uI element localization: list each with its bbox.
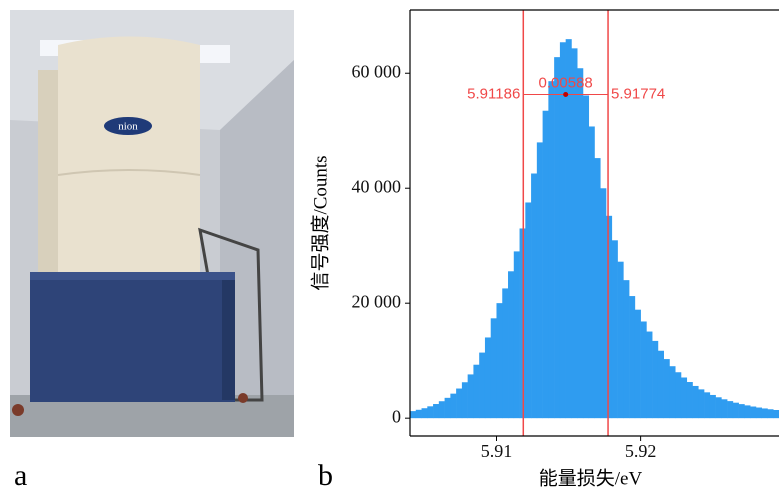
bar [721, 399, 728, 419]
bar [611, 240, 618, 419]
bar [410, 411, 417, 419]
side-wall [220, 60, 294, 410]
bar [508, 271, 515, 419]
fwhm-left-label: 5.91186 [467, 85, 520, 102]
wheel [238, 393, 248, 403]
bar [750, 406, 757, 419]
bar [531, 173, 538, 419]
bar [582, 95, 590, 419]
logo-badge [104, 117, 152, 135]
x-axis-title: 能量损失/eV [539, 467, 643, 489]
fwhm-width-label: 0.00588 [539, 74, 593, 91]
bar [461, 382, 468, 419]
bar [773, 410, 779, 419]
bar [623, 280, 630, 419]
bar [588, 126, 595, 419]
logo-text: nion [118, 121, 138, 133]
bar [686, 382, 693, 419]
bar [629, 296, 636, 419]
bar [559, 42, 566, 419]
cabinet-top [30, 272, 235, 280]
bar [657, 350, 664, 419]
bar [456, 388, 463, 419]
fwhm-right-label: 5.91774 [611, 85, 665, 102]
bar [421, 408, 428, 419]
bar [513, 251, 520, 419]
bar [715, 397, 722, 419]
bar [415, 409, 422, 419]
base-cabinet [30, 272, 235, 402]
bar [496, 303, 503, 419]
bar [732, 402, 739, 419]
bar [755, 407, 763, 419]
bar [600, 188, 607, 419]
panel-label: b [318, 459, 333, 492]
bar [525, 202, 532, 419]
bar [554, 57, 561, 419]
y-axis-title: 信号强度/Counts [309, 155, 331, 290]
x-tick-label: 5.91 [481, 441, 513, 461]
bar [663, 359, 670, 419]
y-tick-label: 40 000 [352, 176, 402, 196]
bar [427, 406, 434, 419]
bar [761, 408, 768, 419]
bar [450, 393, 457, 419]
bar [484, 337, 492, 419]
bar [479, 352, 486, 419]
y-tick-label: 0 [392, 406, 401, 426]
bar [438, 401, 445, 419]
bar [669, 366, 676, 419]
bar [606, 215, 613, 419]
bar [704, 392, 711, 419]
fwhm-center [563, 92, 569, 98]
bar [675, 372, 682, 419]
bar [646, 331, 653, 419]
x-tick-label: 5.92 [625, 441, 657, 461]
bar [467, 374, 474, 419]
y-tick-label: 60 000 [352, 61, 402, 81]
bar [577, 68, 584, 419]
chart: 5.91186 5.91774 0.00588 0 20 000 40 000 60 000… [309, 9, 779, 489]
bar [738, 404, 745, 419]
photo: nion [10, 10, 294, 437]
bar [571, 48, 578, 419]
column-seam [57, 169, 201, 176]
bar [536, 142, 543, 419]
bar [652, 340, 659, 419]
bar [433, 404, 440, 419]
bar [548, 81, 555, 419]
y-tick-label: 20 000 [352, 291, 402, 311]
bar [502, 288, 509, 419]
bar [634, 309, 641, 419]
cabinet-side [222, 280, 235, 400]
bar [542, 110, 549, 419]
bar [698, 389, 705, 419]
bar [473, 364, 480, 419]
bar [617, 261, 624, 419]
bar [709, 394, 716, 419]
column [58, 36, 200, 285]
bar [565, 39, 572, 419]
bar [444, 397, 451, 419]
bar [767, 409, 774, 419]
bar [594, 158, 601, 419]
bar [692, 385, 699, 419]
bar [640, 321, 647, 419]
bar [490, 318, 497, 419]
wheel [12, 404, 24, 416]
bar [744, 405, 751, 419]
panel-label: a [14, 459, 27, 492]
bar [727, 401, 734, 419]
bar [680, 377, 688, 419]
